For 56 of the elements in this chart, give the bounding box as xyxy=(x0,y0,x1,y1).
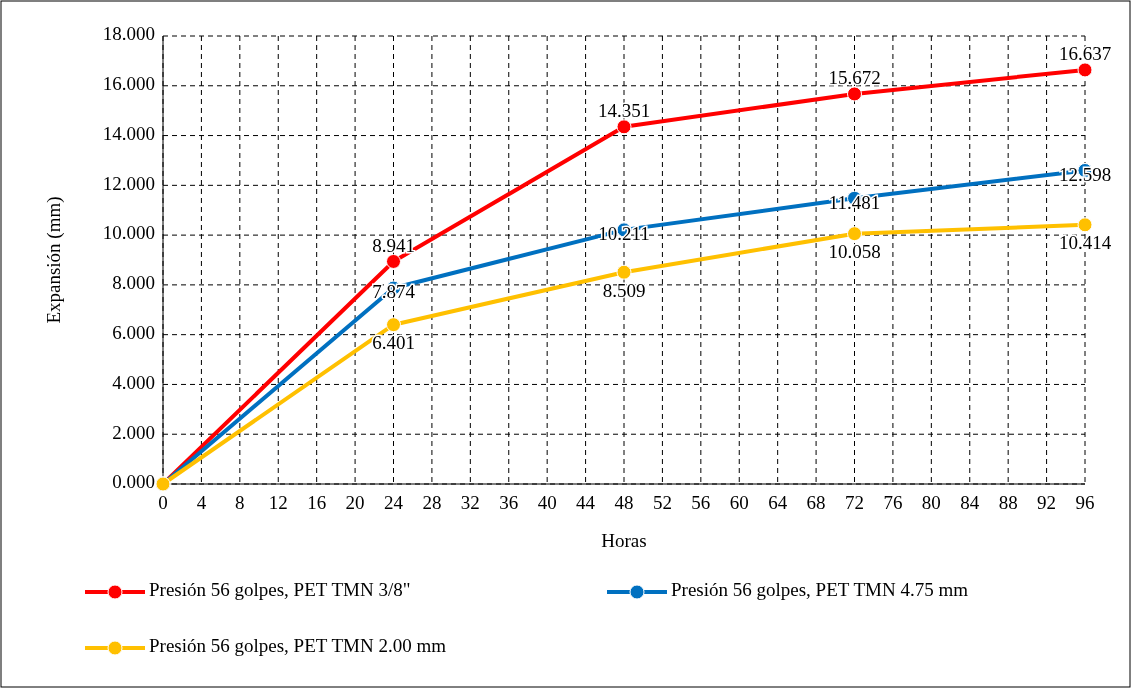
x-tick-label: 16 xyxy=(307,492,327,513)
point xyxy=(616,119,632,135)
x-tick-label: 88 xyxy=(998,492,1018,513)
x-tick-label: 8 xyxy=(235,492,245,513)
x-tick-label: 12 xyxy=(268,492,288,513)
y-tick-label: 10.000 xyxy=(102,222,155,244)
x-tick-label: 72 xyxy=(845,492,864,513)
point xyxy=(616,264,632,280)
point xyxy=(386,317,401,333)
x-tick-label: 80 xyxy=(921,492,941,513)
y-axis-title: Expansión (mm) xyxy=(43,196,65,324)
y-tick-label: 12.000 xyxy=(102,172,155,194)
legend-label: Presión 56 golpes, PET TMN 2.00 mm xyxy=(149,635,447,657)
data-label: 10.414 xyxy=(1058,232,1112,254)
x-tick-label: 76 xyxy=(883,492,903,513)
point xyxy=(847,226,862,242)
x-tick-label: 96 xyxy=(1075,492,1095,513)
y-tick-label: 0.000 xyxy=(112,471,155,493)
point xyxy=(386,253,401,269)
point xyxy=(847,86,862,102)
y-tick-label: 16.000 xyxy=(102,73,155,95)
x-tick-label: 44 xyxy=(576,492,596,513)
y-tick-label: 18.000 xyxy=(102,23,155,45)
x-tick-label: 28 xyxy=(422,492,442,513)
x-tick-label: 48 xyxy=(614,492,634,513)
x-axis-title: Horas xyxy=(601,530,647,551)
x-tick-label: 84 xyxy=(960,492,980,513)
x-tick-label: 68 xyxy=(806,492,826,513)
x-tick-label: 4 xyxy=(196,492,207,513)
x-tick-label: 32 xyxy=(460,492,480,513)
x-tick-label: 64 xyxy=(768,492,788,513)
y-tick-label: 2.000 xyxy=(112,421,155,443)
x-tick-label: 92 xyxy=(1037,492,1057,513)
y-tick-label: 4.000 xyxy=(112,371,155,393)
y-tick-label: 8.000 xyxy=(112,272,155,294)
legend-label: Presión 56 golpes, PET TMN 3/8" xyxy=(149,579,411,601)
x-tick-label: 36 xyxy=(499,492,519,513)
x-tick-label: 40 xyxy=(537,492,557,513)
y-tick-label: 14.000 xyxy=(102,122,155,144)
x-tick-label: 0 xyxy=(158,492,168,513)
data-label: 10.058 xyxy=(828,241,881,263)
x-tick-label: 52 xyxy=(652,492,672,513)
data-label: 15.672 xyxy=(828,67,881,89)
data-label: 16.637 xyxy=(1058,43,1112,65)
legend-label: Presión 56 golpes, PET TMN 4.75 mm xyxy=(671,579,969,601)
data-label: 8.509 xyxy=(602,279,646,301)
x-tick-label: 24 xyxy=(384,492,404,513)
x-tick-label: 56 xyxy=(691,492,711,513)
x-tick-label: 60 xyxy=(729,492,749,513)
y-tick-label: 6.000 xyxy=(112,322,155,344)
data-label: 8.941 xyxy=(372,234,415,256)
data-label: 14.351 xyxy=(597,100,651,122)
data-label: 6.401 xyxy=(372,332,415,354)
point xyxy=(1077,62,1093,78)
x-tick-label: 20 xyxy=(345,492,365,513)
point xyxy=(1077,217,1093,233)
